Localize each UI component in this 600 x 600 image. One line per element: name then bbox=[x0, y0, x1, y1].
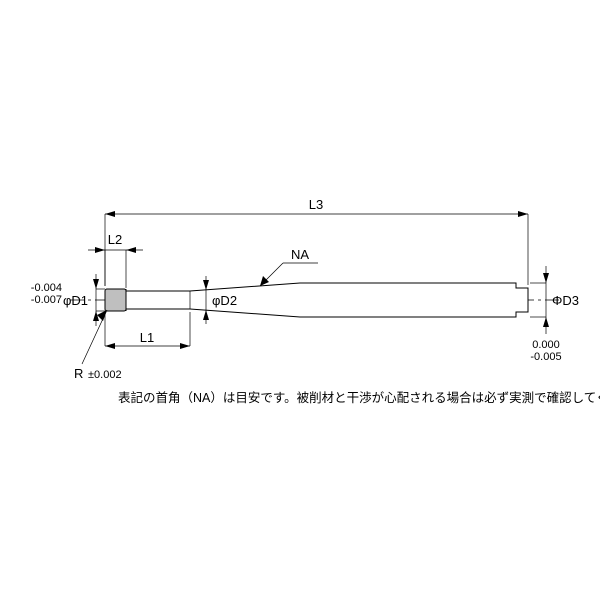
dim-L1: L1 bbox=[105, 312, 190, 349]
dim-R-tol: ±0.002 bbox=[88, 369, 122, 381]
dim-R-label: R bbox=[74, 366, 83, 381]
dim-D1-tol-top: -0.004 bbox=[31, 282, 62, 294]
dim-D2-label: φD2 bbox=[212, 293, 237, 308]
dim-L3-label: L3 bbox=[309, 197, 323, 212]
dim-D1-tol-bot: -0.007 bbox=[31, 294, 62, 306]
dim-D1: φD1 -0.004 -0.007 bbox=[31, 274, 105, 326]
dim-L3: L3 bbox=[105, 197, 528, 286]
tool-tip bbox=[105, 289, 126, 311]
drawing-note: 表記の首角（NA）は目安です。被削材と干渉が心配される場合は必ず実測で確認してく… bbox=[118, 390, 600, 405]
dim-D3-tol-top: 0.000 bbox=[532, 339, 560, 351]
dim-D3: ΦD3 0.000 -0.005 bbox=[530, 266, 579, 363]
dim-D3-label: ΦD3 bbox=[552, 293, 579, 308]
dim-L1-label: L1 bbox=[140, 330, 154, 345]
dim-D3-tol-bot: -0.005 bbox=[530, 351, 561, 363]
tool-body bbox=[126, 283, 528, 317]
tool-technical-drawing: L3 L2 L1 φD1 -0.004 -0.007 φD2 bbox=[0, 0, 600, 600]
dim-NA-label: NA bbox=[291, 247, 309, 262]
dim-D1-label: φD1 bbox=[63, 293, 88, 308]
dim-L2-label: L2 bbox=[108, 232, 122, 247]
dim-NA: NA bbox=[260, 247, 318, 286]
